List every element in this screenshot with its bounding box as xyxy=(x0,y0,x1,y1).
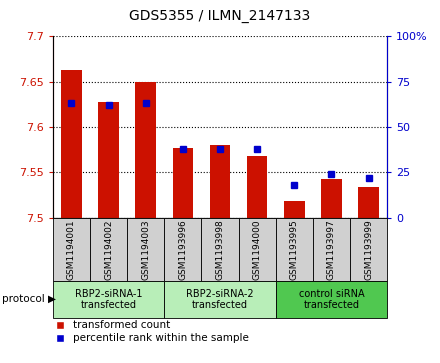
Text: control siRNA
transfected: control siRNA transfected xyxy=(299,289,364,310)
Text: protocol ▶: protocol ▶ xyxy=(2,294,56,305)
Bar xyxy=(172,148,193,218)
Bar xyxy=(247,156,268,218)
Bar xyxy=(210,145,230,218)
Bar xyxy=(136,82,156,218)
Text: GSM1193998: GSM1193998 xyxy=(216,219,224,280)
Text: GSM1194002: GSM1194002 xyxy=(104,219,113,280)
Bar xyxy=(321,179,342,218)
Bar xyxy=(359,187,379,218)
Text: GSM1194003: GSM1194003 xyxy=(141,219,150,280)
Bar xyxy=(284,201,304,218)
Text: GDS5355 / ILMN_2147133: GDS5355 / ILMN_2147133 xyxy=(129,9,311,23)
Text: RBP2-siRNA-1
transfected: RBP2-siRNA-1 transfected xyxy=(75,289,142,310)
Legend: transformed count, percentile rank within the sample: transformed count, percentile rank withi… xyxy=(49,320,249,343)
Text: GSM1194001: GSM1194001 xyxy=(67,219,76,280)
Text: GSM1193997: GSM1193997 xyxy=(327,219,336,280)
Text: RBP2-siRNA-2
transfected: RBP2-siRNA-2 transfected xyxy=(186,289,254,310)
Text: GSM1193996: GSM1193996 xyxy=(178,219,187,280)
Text: GSM1193995: GSM1193995 xyxy=(290,219,299,280)
Bar xyxy=(61,70,81,218)
Text: GSM1193999: GSM1193999 xyxy=(364,219,373,280)
Bar xyxy=(98,102,119,218)
Text: GSM1194000: GSM1194000 xyxy=(253,219,262,280)
